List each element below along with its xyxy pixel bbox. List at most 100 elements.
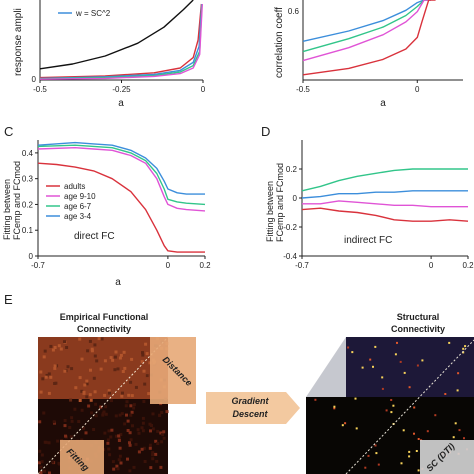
panel-d-x-tick-2: 0.2 [462,261,474,270]
empirical-speckle [63,419,67,422]
panel-d-y-tick-2: -0.2 [283,223,297,232]
empirical-speckle [42,355,46,359]
empirical-speckle [63,424,67,428]
structural-speckle [462,351,465,354]
empirical-speckle [151,412,155,416]
empirical-speckle [124,404,128,408]
gradient-label-1: Gradient [231,396,269,406]
empirical-speckle [130,394,134,398]
structural-speckle [426,430,429,433]
structural-title-2: Connectivity [391,324,445,334]
panel-c-y-tick-4: 0 [29,252,34,261]
empirical-speckle [99,405,103,409]
panel-b-lines [302,0,436,76]
empirical-speckle [109,435,113,439]
structural-speckle [408,450,411,453]
empirical-speckle [141,353,145,357]
empirical-speckle [42,411,46,415]
empirical-speckle [56,439,60,443]
empirical-speckle [122,350,126,354]
empirical-speckle [104,405,108,409]
panel-e-label: E [4,292,13,307]
empirical-speckle [84,431,88,435]
panel-a-x-ticks: -0.5 -0.25 0 [33,80,206,94]
empirical-speckle [149,429,152,433]
structural-speckle [402,429,405,432]
panel-c-x-label: a [115,277,121,288]
empirical-speckle [94,414,98,418]
panel-a-legend-label: w = SC^2 [75,9,111,18]
empirical-speckle [53,366,57,370]
empirical-speckle [140,426,144,430]
structural-speckle [462,347,465,350]
panel-e: E Empirical Functional Connectivity Stru… [4,292,474,474]
structural-matrix-diagonal [345,339,474,474]
empirical-speckle [85,395,89,399]
panel-b-x-label: a [380,98,386,109]
empirical-speckle [158,414,162,418]
empirical-speckle [132,465,136,469]
empirical-speckle [117,434,121,438]
empirical-speckle [125,413,128,417]
structural-speckle [448,341,451,344]
empirical-speckle [68,426,72,429]
panel-b-x-tick-0: -0.5 [296,85,310,94]
structural-speckle [463,437,465,440]
empirical-speckle [43,469,46,473]
panel-c-x-tick-1: 0 [166,261,171,270]
empirical-speckle [74,386,78,390]
panel-a-legend-clip [58,0,106,5]
panel-d-y-tick-0: 0.2 [286,165,298,174]
structural-speckle [381,376,384,379]
empirical-speckle [85,382,89,386]
empirical-title-1: Empirical Functional [60,312,149,322]
panel-a-series-1 [39,3,203,79]
panel-d-series-3 [301,207,469,222]
panel-c-x-tick-0: -0.7 [31,261,45,270]
empirical-speckle [116,467,120,471]
empirical-speckle [100,337,104,341]
empirical-speckle [126,429,130,432]
empirical-speckle [93,390,97,394]
panel-c-y-tick-2: 0.2 [22,200,34,209]
panel-c-series-3 [37,141,205,195]
empirical-speckle [142,400,146,403]
empirical-speckle [53,364,57,368]
structural-speckle [375,452,378,455]
panel-a-x-tick-0: -0.5 [33,85,47,94]
empirical-speckle [107,447,111,451]
empirical-speckle [83,383,87,387]
empirical-speckle [114,350,118,354]
structural-speckle [374,444,377,447]
empirical-speckle [121,370,125,373]
structural-speckle [377,463,380,466]
structural-speckle [314,398,317,401]
empirical-speckle [131,424,134,428]
panel-c-legend-label-3: age 3-4 [64,212,92,221]
empirical-speckle [43,349,47,353]
panel-b-y-label: correlation coeff [274,7,285,78]
empirical-speckle [128,431,132,435]
structural-speckle [457,372,460,375]
panel-d-lines [301,168,469,222]
empirical-speckle [52,420,56,424]
empirical-speckle [47,372,51,376]
structural-speckle [417,438,420,440]
empirical-speckle [104,412,108,416]
panel-a-series-0 [39,0,194,70]
empirical-speckle [90,347,94,351]
empirical-speckle [118,413,122,417]
empirical-speckle [106,438,110,442]
panel-c-label: C [4,124,13,139]
empirical-speckle [165,410,169,414]
panel-a: -0.5 -0.25 0 0 a response ampli w = SC^2 [13,0,206,109]
structural-speckle [361,366,364,369]
empirical-speckle [107,389,111,393]
empirical-speckle [39,465,43,469]
empirical-speckle [59,347,63,351]
empirical-speckle [110,428,114,432]
empirical-speckle [63,369,67,373]
empirical-speckle [117,436,121,440]
